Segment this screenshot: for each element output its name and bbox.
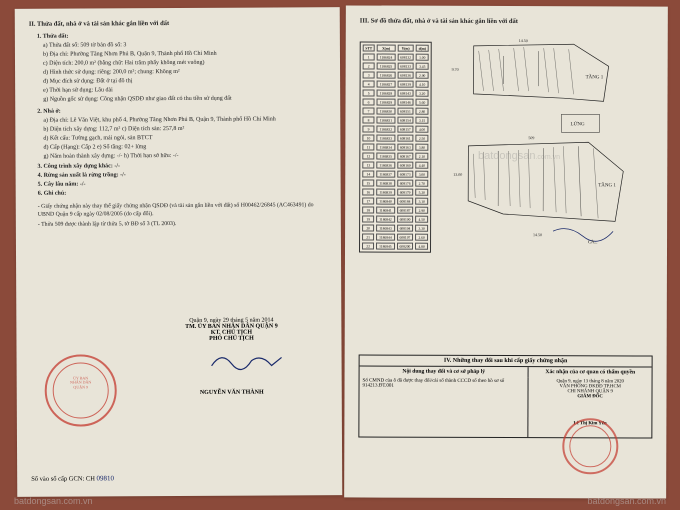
svg-text:14.50: 14.50 — [533, 232, 542, 237]
gcn-line: Số vào sổ cấp GCN: CH 09810 — [31, 474, 114, 482]
left-content: II. Thửa đất, nhà ở và tài sản khác gắn … — [15, 7, 341, 242]
signature-scribble — [206, 345, 286, 375]
sec5: 5. Cây lâu năm: -/- — [38, 179, 327, 189]
tang1-label: TẦNG 1 — [586, 74, 604, 80]
coord-table: STTX(m)Y(m)d(m) 111868246081321.00211868… — [359, 41, 432, 252]
watermark-bl: batdongsan.com.vn — [14, 496, 93, 506]
section-II-title: II. Thửa đất, nhà ở và tài sản khác gắn … — [29, 19, 326, 29]
left-page: II. Thửa đất, nhà ở và tài sản khác gắn … — [15, 7, 343, 497]
sec1-e: đ) Mục đích sử dụng: Đất ở tại đô thị — [43, 76, 326, 86]
box4-col1: Nội dung thay đổi và cơ sở pháp lý — [360, 366, 529, 377]
official-stamp-right — [562, 418, 618, 474]
sec2-heading: 2. Nhà ở: — [37, 106, 326, 116]
sec1-d: d) Hình thức sử dụng: riêng: 200,0 m²; c… — [43, 67, 326, 77]
sec2-g: g) Năm hoàn thành xây dựng: -/- h) Thời … — [43, 151, 326, 161]
note1: - Giấy chứng nhận này thay thế giấy chứn… — [38, 203, 327, 220]
sec1-c: c) Diện tích: 200,0 m² (bằng chữ: Hai tr… — [43, 58, 326, 68]
parcel-plot: TẦNG 1 14.50 9.70 LỬNG 509 TẦNG 1 13.00 … — [443, 36, 644, 247]
watermark-br: batdongsan.com.vn — [587, 496, 666, 506]
sec2-d: d) Kết cấu: Tường gạch, mái ngói, sàn BT… — [43, 133, 326, 143]
sec2-a: a) Địa chỉ: Lê Văn Việt, khu phố 4, Phườ… — [43, 115, 326, 125]
svg-text:9.70: 9.70 — [452, 67, 459, 72]
sec2-b: b) Diện tích xây dựng: 112,7 m² c) Diện … — [43, 124, 326, 134]
svg-text:13.00: 13.00 — [453, 172, 462, 177]
box4-content-left: Số CMND của ô đã được thay đổi/cải số th… — [359, 376, 529, 437]
sec1-a: a) Thửa đất số: 509 tờ bản đồ số: 3 — [43, 40, 326, 50]
sec6: 6. Ghi chú: — [38, 189, 327, 199]
svg-text:14.50: 14.50 — [519, 38, 528, 43]
official-stamp-left: ỦY BANNHÂN DÂNQUẬN 9 — [45, 354, 117, 426]
right-page: III. Sơ đồ thửa đất, nhà ở và tài sản kh… — [344, 5, 668, 498]
diagram-area: STTX(m)Y(m)d(m) 111868246081321.00211868… — [359, 35, 654, 266]
svg-text:Ch...: Ch... — [588, 240, 598, 245]
sig-name: NGUYỄN VĂN THÀNH — [152, 389, 312, 396]
svg-text:TẦNG 1: TẦNG 1 — [598, 182, 616, 188]
section-III-title: III. Sơ đồ thửa đất, nhà ở và tài sản kh… — [360, 17, 654, 27]
note2: - Thửa 509 được thành lập từ thửa 5, tờ … — [38, 220, 327, 229]
sec1-g: g) Nguồn gốc sử dụng: Công nhận QSDĐ như… — [43, 95, 326, 105]
lung-label: LỬNG — [570, 121, 585, 127]
sec4: 4. Rừng sản xuất là rừng trồng: -/- — [38, 170, 327, 180]
sec2-e: đ) Cấp (Hạng): Cấp 2 e) Số tầng: 02+ lửn… — [43, 142, 326, 152]
gcn-number: 09810 — [97, 474, 115, 482]
box4-col2: Xác nhận của cơ quan có thẩm quyền — [529, 367, 652, 377]
sec1-heading: 1. Thửa đất: — [37, 31, 326, 41]
sec1-f: e) Thời hạn sử dụng: Lâu dài — [43, 86, 326, 96]
stamp-text: ỦY BANNHÂN DÂNQUẬN 9 — [67, 376, 95, 404]
sec1-b: b) Địa chỉ: Phường Tăng Nhơn Phú B, Quận… — [43, 49, 326, 59]
sec3: 3. Công trình xây dựng khác: -/- — [38, 161, 327, 171]
svg-text:509: 509 — [528, 135, 534, 140]
